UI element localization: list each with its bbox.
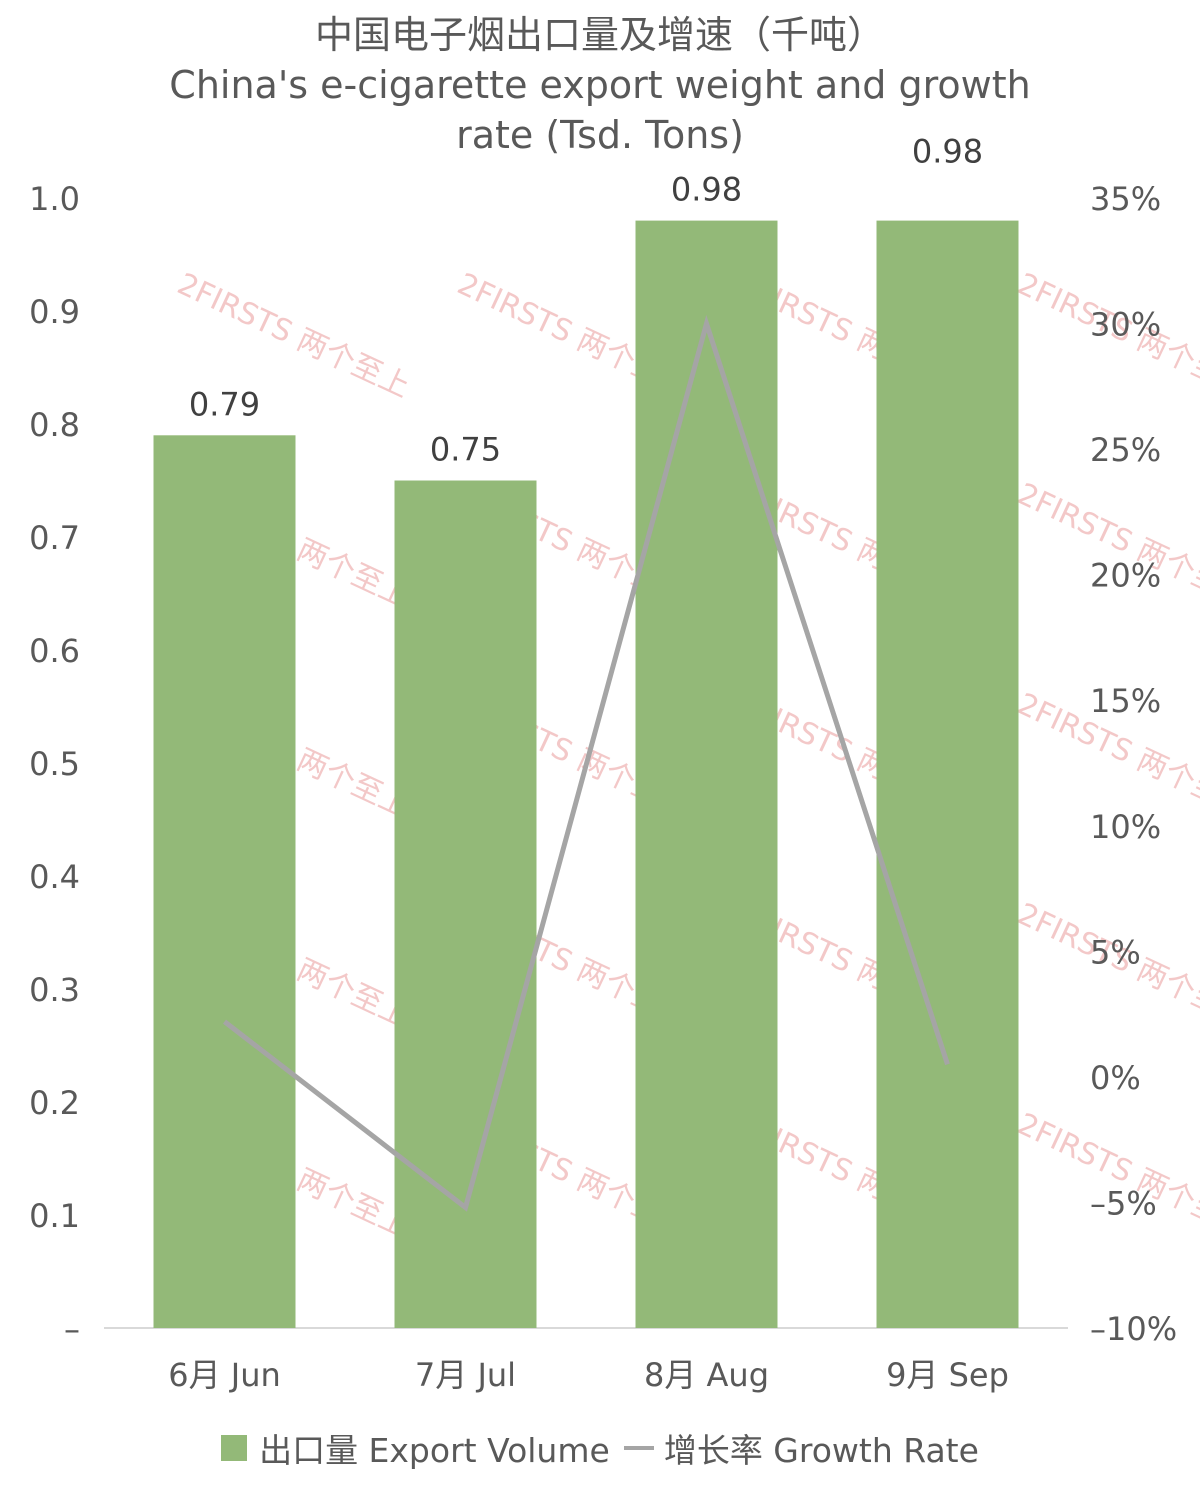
- bar-data-label: 0.75: [430, 431, 501, 469]
- bar-data-label: 0.98: [671, 171, 742, 209]
- left-axis-tick-label: 1.0: [29, 180, 80, 218]
- right-axis-tick-label: 35%: [1090, 180, 1161, 218]
- bar-export-volume: [876, 220, 1019, 1329]
- left-axis-tick-label: 0.9: [29, 293, 80, 331]
- legend-label-growth-rate: 增长率 Growth Rate: [663, 1431, 979, 1470]
- growth-rate-line: [222, 314, 950, 1212]
- left-axis-tick-label: 0.7: [29, 519, 80, 557]
- right-axis-tick-label: –5%: [1090, 1184, 1157, 1222]
- legend-label-export-volume: 出口量 Export Volume: [259, 1431, 610, 1470]
- right-axis-tick-label: –10%: [1090, 1310, 1177, 1348]
- left-axis-tick-label: 0.2: [29, 1084, 80, 1122]
- x-axis-category-label: 7月 Jul: [415, 1356, 516, 1394]
- right-axis-tick-label: 10%: [1090, 808, 1161, 846]
- right-axis-tick-label: 15%: [1090, 682, 1161, 720]
- bar-series: 0.79 0.75 0.98 0.98: [153, 133, 1019, 1329]
- right-axis-tick-label: 30%: [1090, 306, 1161, 344]
- legend-swatch-growth-rate: [623, 1446, 654, 1450]
- right-axis-tick-label: 25%: [1090, 431, 1161, 469]
- left-axis-tick-label: –: [64, 1310, 80, 1348]
- left-axis-tick-label: 0.5: [29, 745, 80, 783]
- bar-data-label: 0.98: [912, 133, 983, 171]
- left-axis-tick-label: 0.1: [29, 1197, 80, 1235]
- right-axis-tick-label: 5%: [1090, 933, 1141, 971]
- bar-data-label: 0.79: [189, 385, 260, 423]
- x-axis-labels: 6月 Jun 7月 Jul 8月 Aug 9月 Sep: [168, 1356, 1009, 1394]
- left-axis-tick-label: 0.8: [29, 406, 80, 444]
- left-axis-tick-label: 0.6: [29, 632, 80, 670]
- bar-export-volume: [394, 480, 537, 1328]
- watermark-text: 2FIRSTS 两个至上: [1012, 1107, 1200, 1245]
- x-axis-category-label: 6月 Jun: [168, 1356, 281, 1394]
- right-axis-tick-label: 0%: [1090, 1059, 1141, 1097]
- left-axis: – 0.1 0.2 0.3 0.4 0.5 0.6 0.7 0.8 0.9 1.0: [29, 180, 80, 1348]
- chart-subtitle: China's e-cigarette export weight and gr…: [169, 63, 1031, 157]
- bar-export-volume: [153, 435, 296, 1328]
- left-axis-tick-label: 0.3: [29, 971, 80, 1009]
- right-axis: –10% –5% 0% 5% 10% 15% 20% 25% 30% 35%: [1090, 180, 1177, 1348]
- x-axis-category-label: 9月 Sep: [886, 1356, 1009, 1394]
- right-axis-tick-label: 20%: [1090, 557, 1161, 595]
- left-axis-tick-label: 0.4: [29, 858, 80, 896]
- x-axis-category-label: 8月 Aug: [644, 1356, 769, 1394]
- bar-export-volume: [635, 220, 778, 1329]
- legend: 出口量 Export Volume 增长率 Growth Rate: [0, 1424, 1200, 1472]
- line-series: [222, 314, 950, 1212]
- watermark-text: 2FIRSTS 两个至上: [172, 267, 415, 405]
- legend-swatch-export-volume: [221, 1435, 248, 1461]
- chart-title: 中国电子烟出口量及增速（千吨）: [314, 13, 885, 57]
